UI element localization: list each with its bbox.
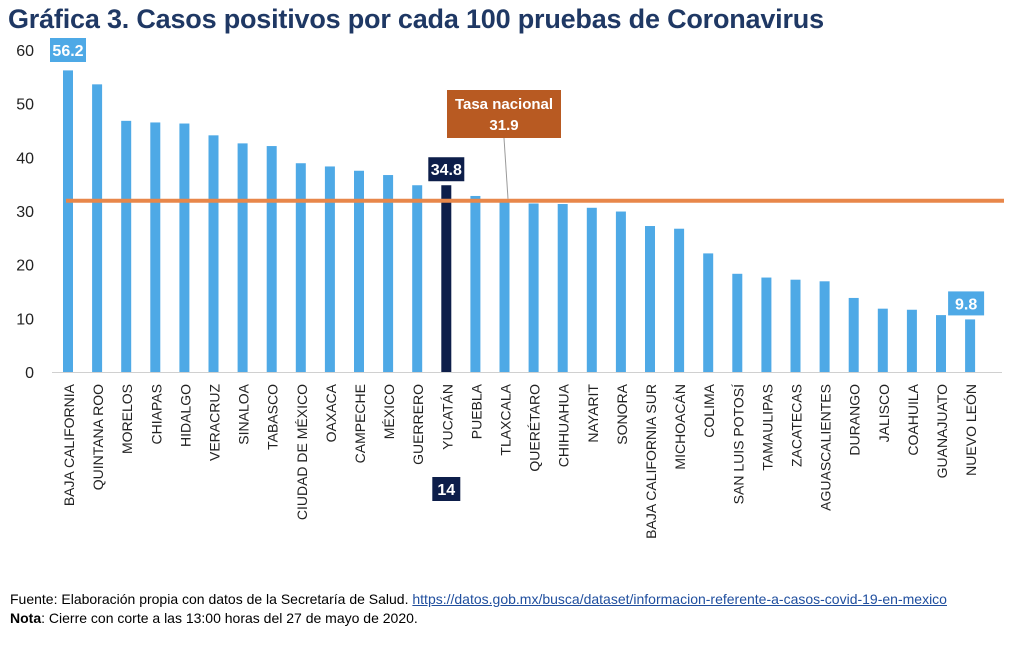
- y-tick-label: 10: [16, 311, 34, 328]
- x-tick-label: HIDALGO: [177, 384, 193, 447]
- x-tick-label: QUINTANA ROO: [90, 384, 106, 490]
- x-tick-label: SAN LUIS POTOSÍ: [730, 384, 746, 504]
- bar-chart: 0 10 20 30 40 50 60 BAJA CALIFORNIA QUINTANA RO…: [16, 38, 1004, 539]
- bar: [790, 279, 801, 372]
- bar: [615, 211, 626, 372]
- x-tick-label: TLAXCALA: [498, 383, 514, 455]
- data-label-box: [428, 157, 465, 182]
- bar: [761, 277, 772, 372]
- y-tick-label: 40: [16, 150, 34, 167]
- bar: [586, 207, 597, 372]
- bar: [324, 166, 335, 372]
- y-tick-label: 30: [16, 204, 34, 221]
- x-tick-label: YUCATÁN: [439, 384, 455, 450]
- data-label: 34.8: [431, 162, 462, 179]
- y-tick-label: 0: [25, 365, 34, 382]
- bar: [179, 123, 190, 372]
- bar: [383, 175, 394, 372]
- x-tick-label: SONORA: [614, 383, 630, 444]
- bar: [266, 146, 277, 372]
- bar: [528, 203, 539, 372]
- data-label-box: [50, 38, 86, 62]
- bar: [63, 70, 73, 372]
- bar: [877, 308, 888, 372]
- x-tick-label: MICHOACÁN: [672, 384, 688, 470]
- x-tick-label: BAJA CALIFORNIA SUR: [643, 384, 659, 539]
- x-tick-label: MÉXICO: [381, 384, 397, 439]
- source-link[interactable]: https://datos.gob.mx/busca/dataset/infor…: [412, 591, 947, 607]
- bar: [645, 226, 655, 372]
- x-tick-label: AGUASCALIENTES: [818, 384, 834, 511]
- bar: [354, 170, 364, 372]
- bar: [499, 202, 510, 372]
- x-tick-label: TAMAULIPAS: [759, 384, 775, 471]
- bar: [150, 122, 161, 372]
- bar: [936, 315, 946, 372]
- reference-callout-value: 31.9: [489, 117, 518, 134]
- chart-title: Gráfica 3. Casos positivos por cada 100 …: [8, 4, 824, 34]
- bar: [441, 185, 452, 372]
- bar: [412, 185, 423, 372]
- reference-callout-box: [447, 90, 561, 138]
- x-tick-label: COAHUILA: [905, 383, 921, 455]
- x-tick-label: OAXACA: [323, 383, 339, 442]
- bar: [848, 297, 859, 372]
- rank-label: 14: [437, 482, 455, 499]
- source-line: Fuente: Elaboración propia con datos de …: [10, 590, 1014, 609]
- footer: Fuente: Elaboración propia con datos de …: [10, 590, 1014, 628]
- bar: [703, 253, 714, 372]
- bar: [674, 228, 685, 372]
- bar: [557, 204, 568, 372]
- x-axis-labels: BAJA CALIFORNIA QUINTANA ROO MORELOS CHIAPA…: [61, 383, 979, 538]
- x-tick-label: CIUDAD DE MÉXICO: [294, 384, 310, 520]
- x-tick-label: QUERÉTARO: [527, 384, 543, 472]
- reference-callout-label: Tasa nacional: [455, 96, 553, 113]
- annotations: 56.2 34.8 9.8 14 Tasa nacional 31.9: [50, 38, 985, 501]
- bar: [965, 319, 976, 372]
- data-label: 9.8: [955, 296, 977, 313]
- source-text: Fuente: Elaboración propia con datos de …: [10, 591, 413, 607]
- x-tick-label: GUERRERO: [410, 384, 426, 465]
- x-tick-label: DURANGO: [847, 384, 863, 456]
- x-tick-label: SINALOA: [236, 383, 252, 444]
- y-tick-label: 20: [16, 258, 34, 275]
- y-tick-label: 50: [16, 97, 34, 114]
- x-tick-label: GUANAJUATO: [934, 384, 950, 478]
- rank-label-box: [432, 477, 461, 501]
- bar: [121, 120, 132, 372]
- callout-leader-line: [503, 137, 509, 199]
- note-line: Nota: Cierre con corte a las 13:00 horas…: [10, 609, 1014, 628]
- data-label-box: [948, 291, 985, 316]
- bar: [92, 84, 103, 372]
- bar: [295, 163, 306, 372]
- x-tick-label: NUEVO LEÓN: [963, 384, 979, 476]
- x-tick-label: ZACATECAS: [789, 384, 805, 467]
- x-tick-label: TABASCO: [265, 384, 281, 450]
- y-axis: 0 10 20 30 40 50 60: [16, 43, 34, 382]
- x-tick-label: MORELOS: [119, 384, 135, 454]
- bar: [906, 309, 917, 372]
- note-label: Nota: [10, 610, 42, 626]
- x-tick-label: CAMPECHE: [352, 384, 368, 463]
- bar: [470, 195, 481, 372]
- bar: [732, 273, 743, 372]
- x-tick-label: PUEBLA: [468, 383, 484, 439]
- bars: [52, 70, 1002, 373]
- bar: [208, 135, 219, 372]
- y-tick-label: 60: [16, 43, 34, 60]
- x-tick-label: VERACRUZ: [207, 384, 223, 461]
- bar: [819, 281, 830, 372]
- x-tick-label: COLIMA: [701, 383, 717, 437]
- x-tick-label: JALISCO: [876, 384, 892, 442]
- x-tick-label: CHIAPAS: [148, 384, 164, 444]
- x-tick-label: BAJA CALIFORNIA: [61, 383, 77, 506]
- x-tick-label: NAYARIT: [585, 384, 601, 443]
- x-tick-label: CHIHUAHUA: [556, 383, 572, 467]
- data-label: 56.2: [52, 43, 83, 60]
- bar: [237, 143, 248, 372]
- note-text: : Cierre con corte a las 13:00 horas del…: [41, 610, 418, 626]
